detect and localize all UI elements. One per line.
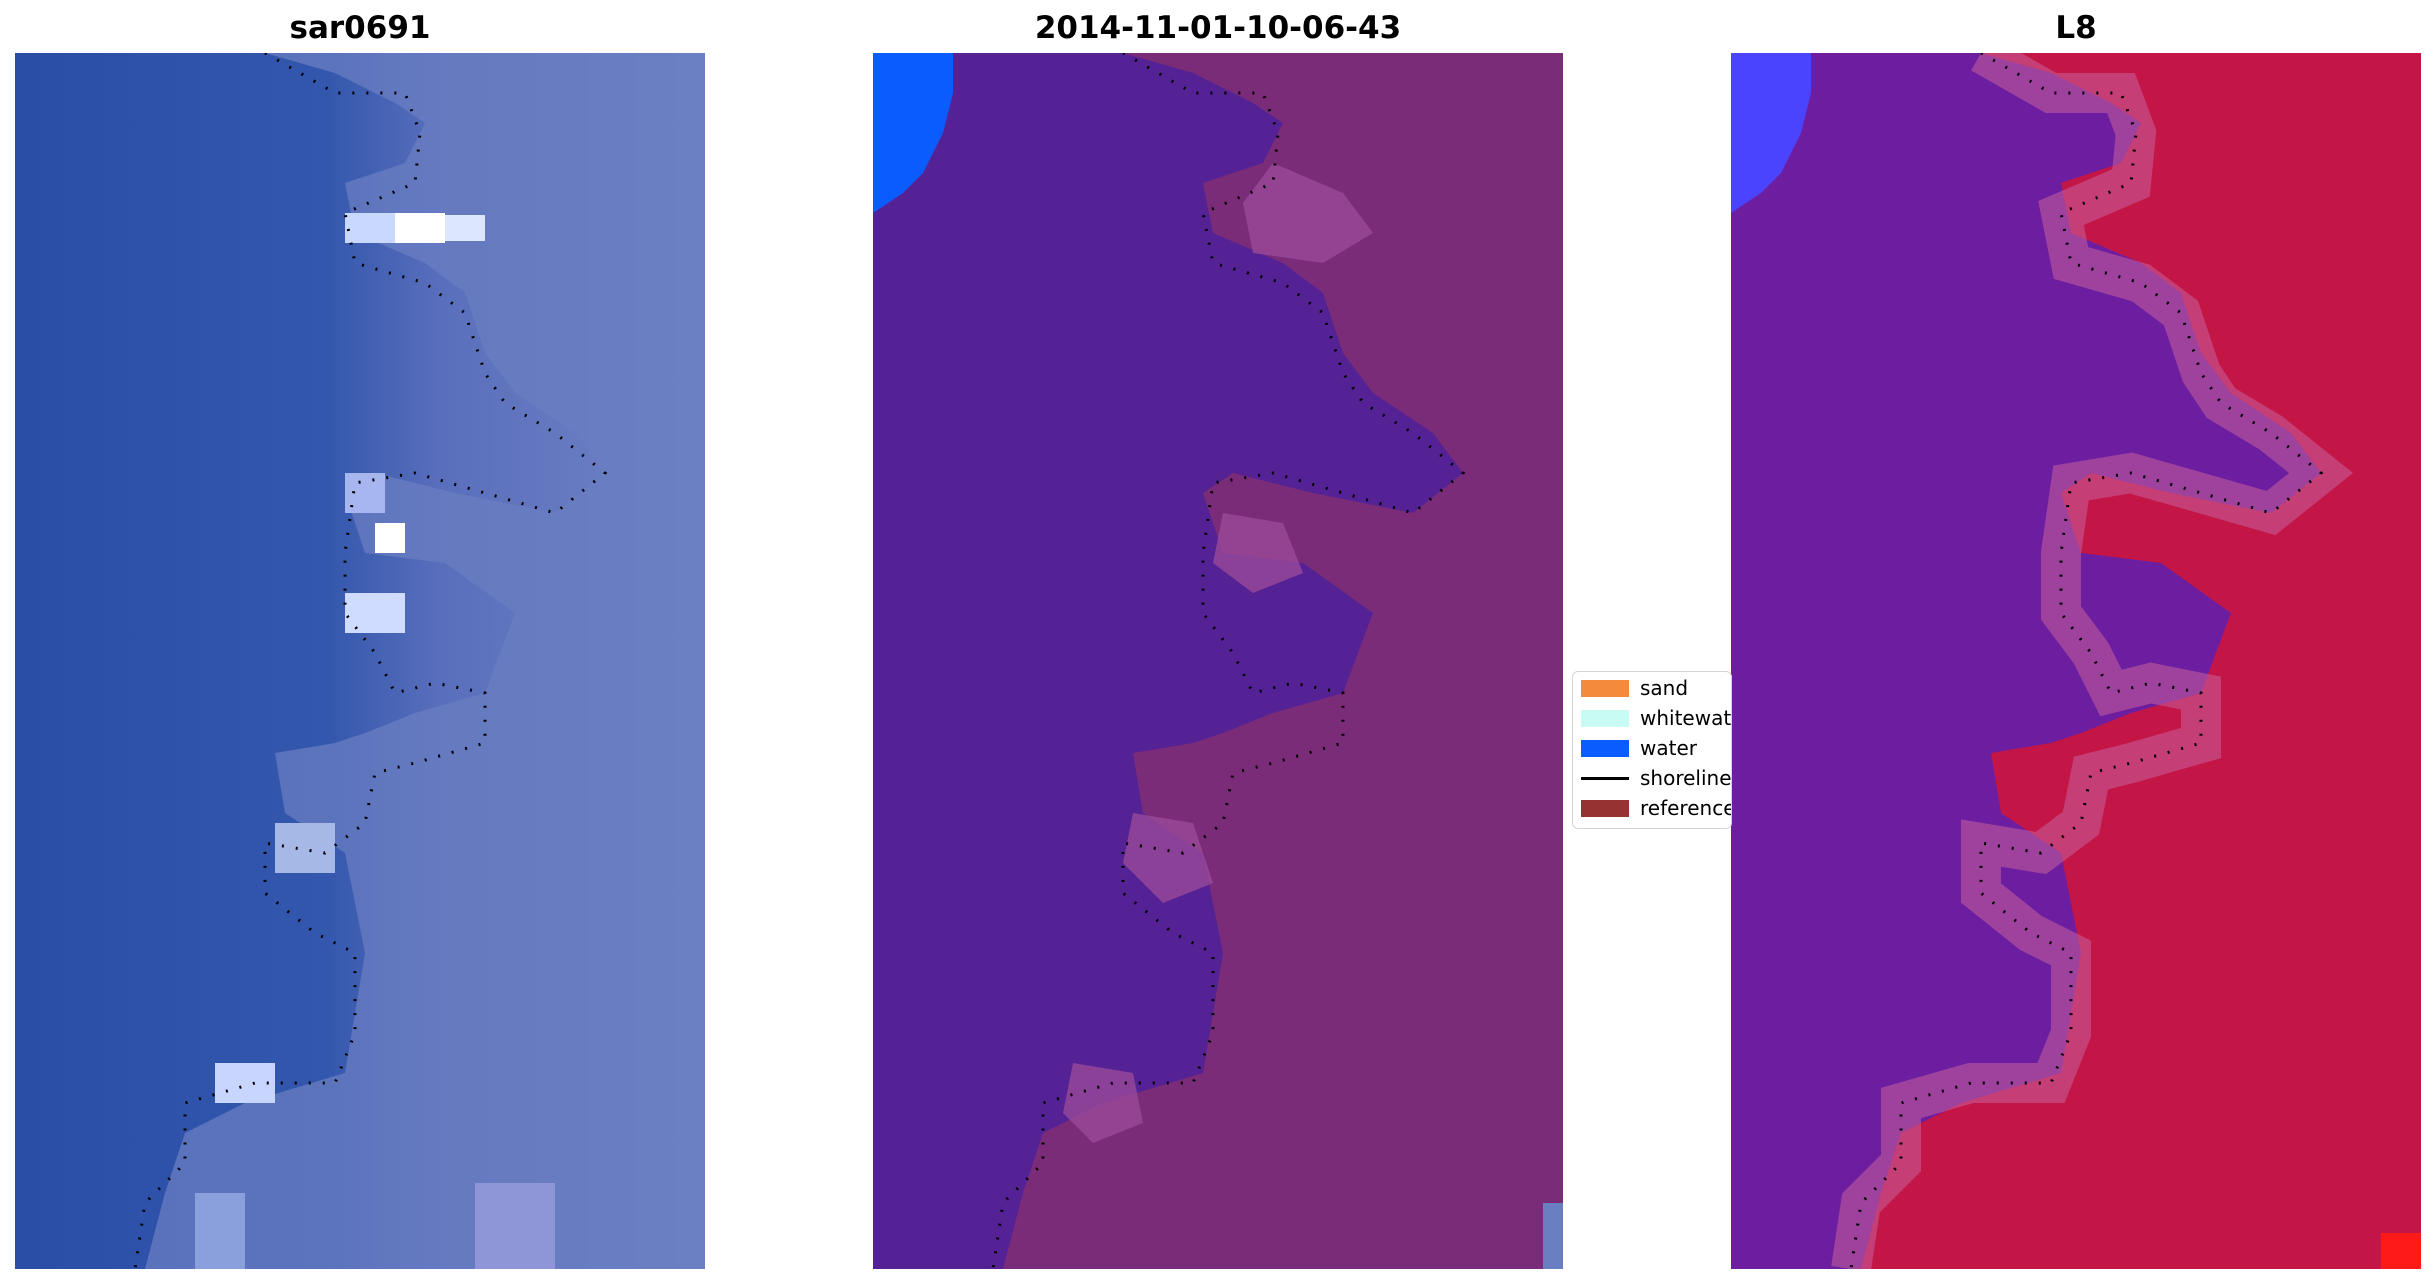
classified-land xyxy=(1003,53,1563,1269)
index-image xyxy=(1731,53,2421,1269)
legend-label-sand: sand xyxy=(1640,676,1689,700)
rgb-land xyxy=(145,53,705,1269)
panel-title-classified: 2014-11-01-10-06-43 xyxy=(1034,10,1402,46)
legend-item-water: water xyxy=(1573,734,1731,762)
legend-swatch-reference xyxy=(1581,800,1629,817)
rgb-bright-patch xyxy=(195,1193,245,1269)
rgb-bright-patch xyxy=(345,593,405,633)
legend-label-whitewater: whitewater xyxy=(1640,706,1732,730)
legend-item-reference: reference xyxy=(1573,794,1732,822)
legend-item-whitewater: whitewater xyxy=(1573,704,1732,732)
rgb-bright-patch xyxy=(395,213,445,243)
classified-land-patch xyxy=(1063,1063,1143,1143)
classified-image-panel xyxy=(873,53,1563,1269)
index-image-panel xyxy=(1731,53,2421,1269)
classified-water xyxy=(873,53,953,213)
legend-label-water: water xyxy=(1640,736,1697,760)
legend-item-shoreline: shoreline xyxy=(1573,764,1732,792)
legend-swatch-whitewater xyxy=(1581,710,1629,727)
legend-item-sand: sand xyxy=(1573,674,1731,702)
legend: sand whitewater water shoreline referenc… xyxy=(1572,671,1732,829)
rgb-bright-patch xyxy=(445,215,485,241)
rgb-bright-patch xyxy=(275,823,335,873)
rgb-image-panel xyxy=(15,53,705,1269)
legend-label-shoreline: shoreline xyxy=(1640,766,1732,790)
legend-line-shoreline xyxy=(1581,777,1629,780)
rgb-bright-patch xyxy=(345,213,395,243)
rgb-bright-patch xyxy=(475,1183,555,1269)
rgb-bright-patch xyxy=(375,523,405,553)
index-land xyxy=(1861,53,2421,1269)
classified-corner-patch xyxy=(1543,1203,1563,1269)
legend-swatch-water xyxy=(1581,740,1629,757)
classified-land-patch xyxy=(1213,513,1303,593)
classified-image xyxy=(873,53,1563,1269)
rgb-image xyxy=(15,53,705,1269)
index-water xyxy=(1731,53,1811,213)
classified-land-patch xyxy=(1243,163,1373,263)
panel-title-rgb: sar0691 xyxy=(289,10,431,46)
legend-label-reference: reference xyxy=(1640,796,1732,820)
classified-land-patch xyxy=(1123,813,1213,903)
index-corner-patch xyxy=(2381,1233,2421,1269)
legend-swatch-sand xyxy=(1581,680,1629,697)
panel-title-index: L8 xyxy=(2055,10,2097,46)
rgb-bright-patch xyxy=(215,1063,275,1103)
index-transition-band xyxy=(1831,53,2354,1269)
